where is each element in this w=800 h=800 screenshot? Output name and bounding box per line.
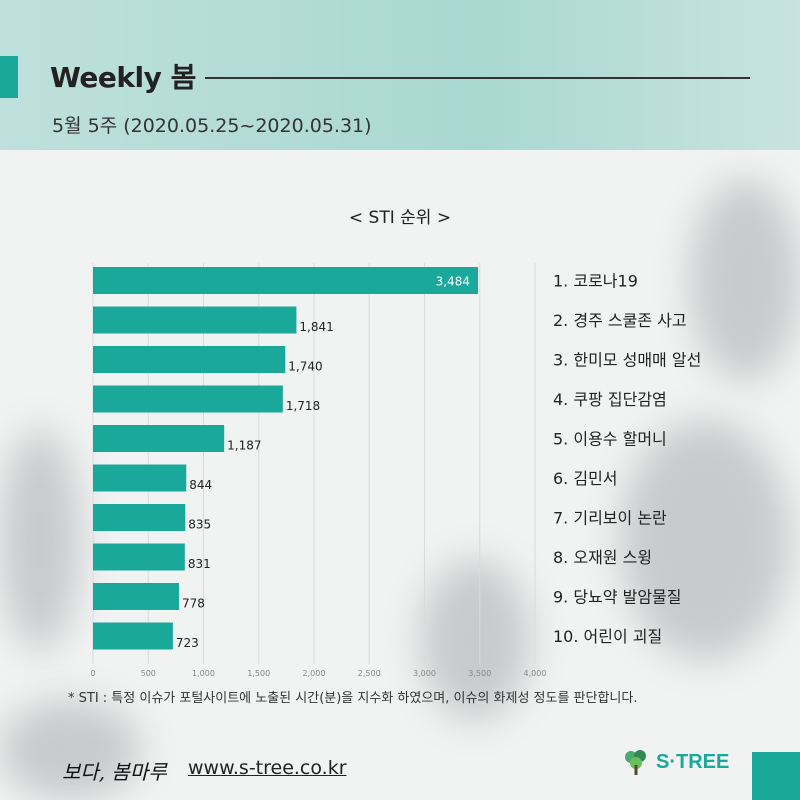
footer-logo: 보다, 봄마루 [62,760,167,784]
bar-value-label: 844 [189,478,212,492]
category-label: 7. 기리보이 논란 [553,509,667,528]
x-tick-label: 500 [141,669,156,678]
header-divider [205,77,750,79]
bar-value-label: 723 [176,636,199,650]
bar [93,583,179,610]
chart-title: < STI 순위 > [348,208,452,228]
category-label: 6. 김민서 [553,469,618,488]
category-label: 3. 한미모 성매매 알선 [553,351,701,370]
bar-value-label: 1,718 [286,399,320,413]
background-blur [0,700,140,800]
category-label: 1. 코로나19 [553,272,638,291]
bar [93,425,225,452]
brand-name: S·TREE [656,750,730,773]
x-tick-label: 1,500 [247,669,270,678]
page-subtitle: 5월 5주 (2020.05.25~2020.05.31) [52,115,372,137]
x-tick-label: 1,000 [192,669,215,678]
corner-accent [752,752,800,800]
footnote: * STI : 특정 이슈가 포털사이트에 노출된 시간(분)을 지수화 하였으… [68,691,638,706]
bar-value-label: 778 [182,597,205,611]
bar [93,622,173,650]
category-label: 8. 오재원 스윙 [553,548,652,567]
x-tick-label: 3,500 [468,669,491,678]
category-label: 4. 쿠팡 집단감염 [553,390,667,409]
bar [93,464,187,492]
page-title: Weekly 봄 [50,61,196,94]
background-blur [420,560,530,720]
x-tick-label: 3,000 [413,669,436,678]
category-label: 5. 이용수 할머니 [553,430,667,449]
footer-url-link[interactable]: www.s-tree.co.kr [188,757,347,779]
brand-logo: S·TREE [622,748,729,776]
bar-value-label: 1,740 [288,360,322,374]
tree-icon [625,750,646,775]
bar [93,267,478,294]
x-tick-label: 0 [90,669,95,678]
bar [93,385,283,413]
x-tick-label: 2,000 [303,669,326,678]
background-blur [0,430,80,650]
background-blur [620,420,790,660]
bar-value-label: 3,484 [436,275,470,289]
x-tick-label: 2,500 [358,669,381,678]
bar-value-label: 835 [188,518,211,532]
category-label: 9. 당뇨약 발암물질 [553,588,681,607]
bar [93,306,297,334]
bar [93,504,186,531]
bar-value-label: 1,187 [227,439,261,453]
bar [93,543,185,571]
background-blur [690,180,800,380]
header-band [0,0,800,150]
bar-value-label: 1,841 [299,320,333,334]
bar-value-label: 831 [188,557,211,571]
bar [93,346,286,373]
header-accent-bar [0,56,18,98]
category-label: 10. 어린이 괴질 [553,627,662,646]
x-tick-label: 4,000 [524,669,547,678]
category-label: 2. 경주 스쿨존 사고 [553,311,687,330]
